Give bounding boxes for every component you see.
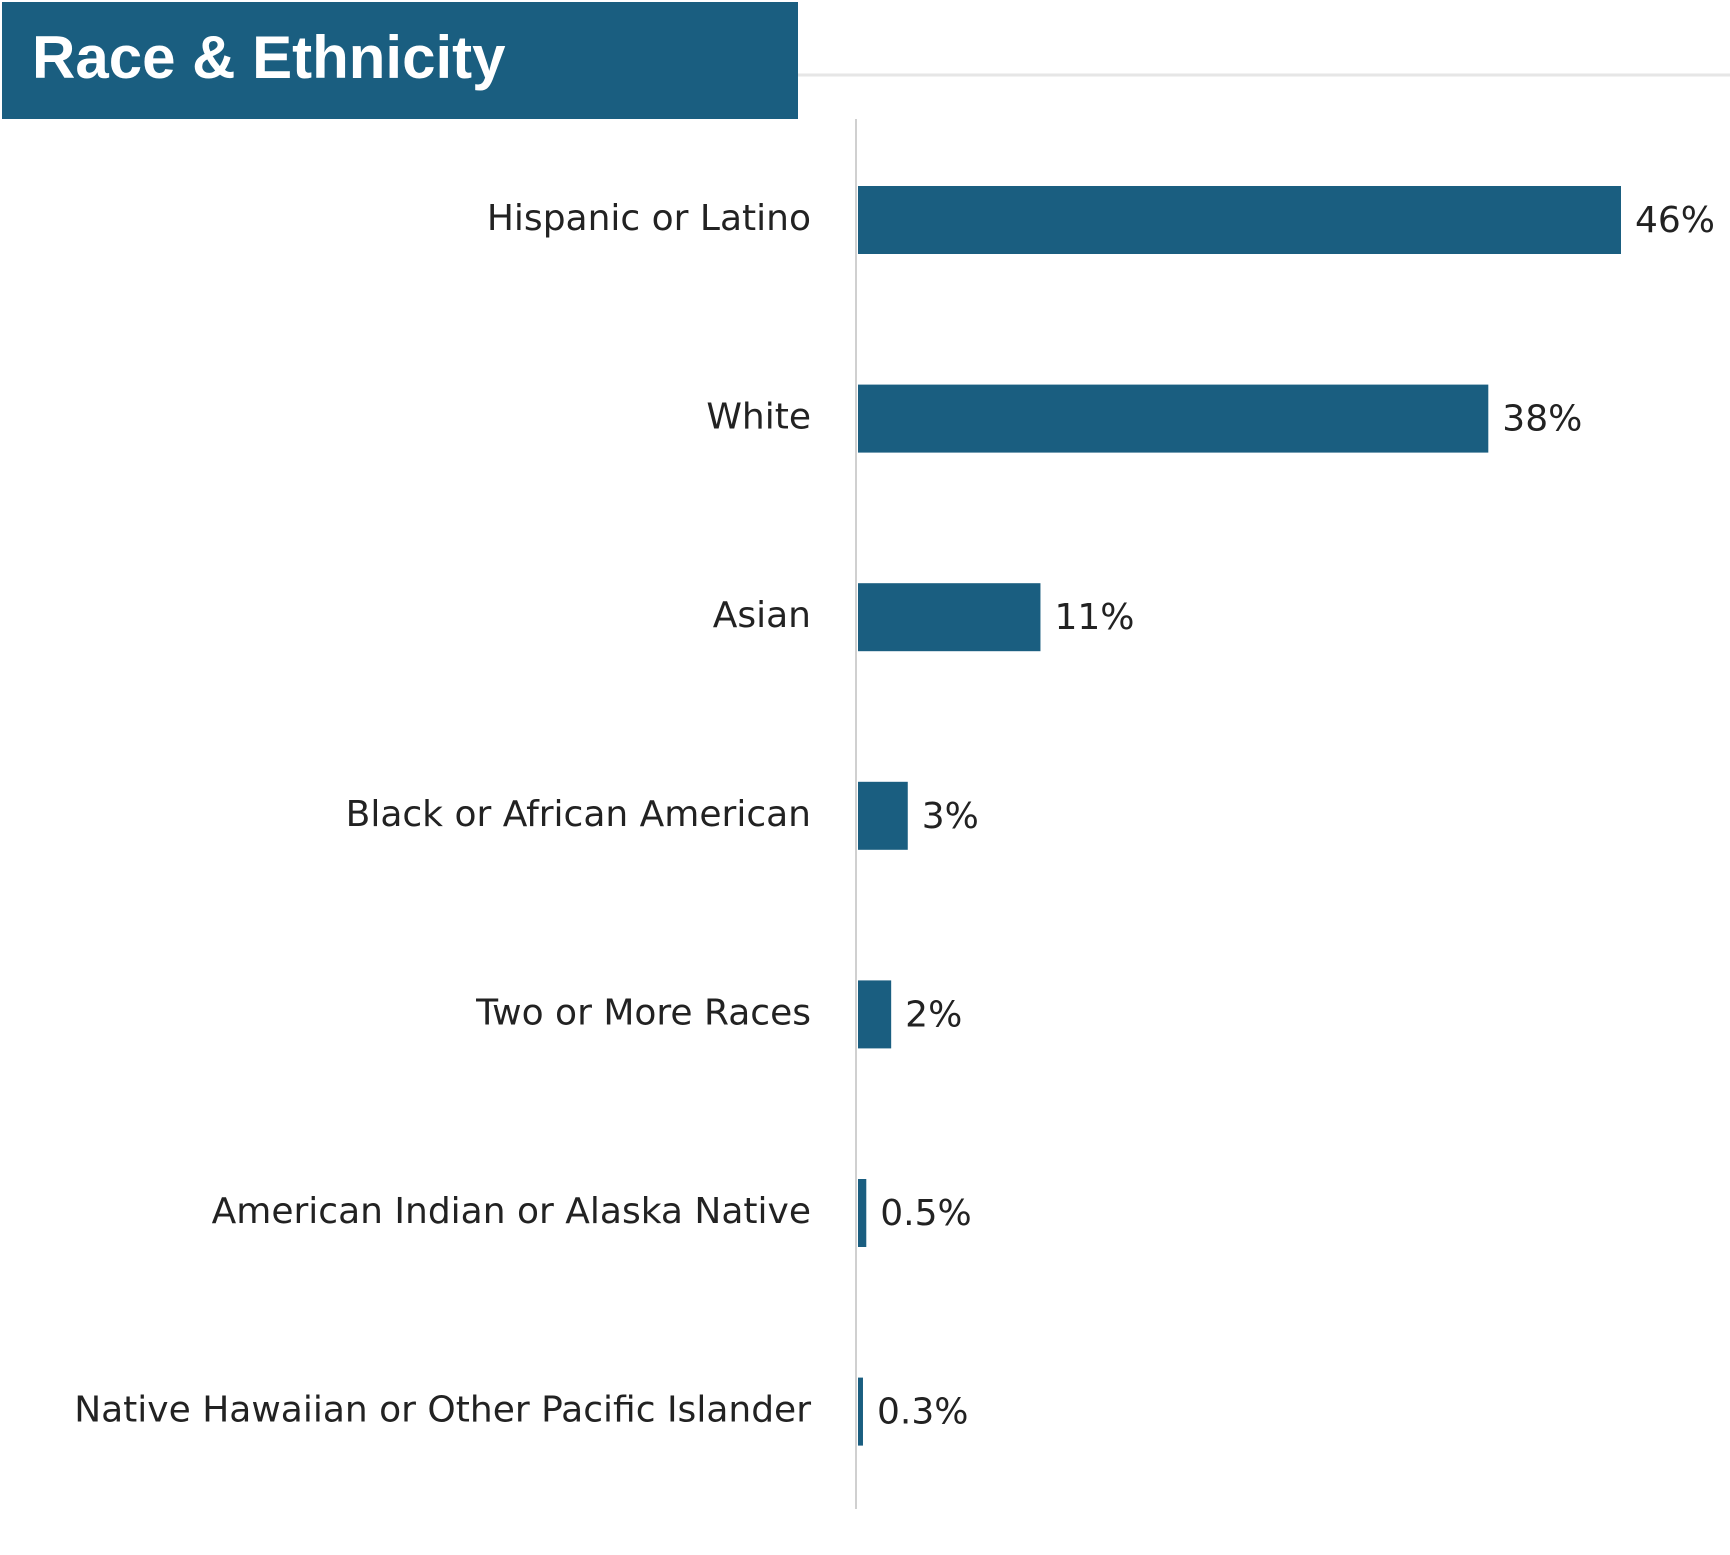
value-label: 2% — [905, 994, 962, 1035]
bar — [858, 583, 1041, 652]
category-label: American Indian or Alaska Native — [212, 1191, 811, 1232]
value-label: 0.5% — [880, 1193, 971, 1234]
bar — [858, 1179, 867, 1247]
chart-title: Race & Ethnicity — [32, 24, 506, 91]
category-label: Asian — [713, 595, 811, 636]
value-label: 3% — [922, 796, 979, 837]
category-label: Two or More Races — [475, 992, 811, 1033]
bar — [858, 1377, 863, 1446]
value-label: 38% — [1502, 399, 1582, 440]
category-label: White — [706, 397, 811, 438]
bar — [858, 384, 1489, 453]
bar — [858, 186, 1621, 254]
bar — [858, 781, 908, 850]
value-label: 11% — [1054, 597, 1134, 638]
title-banner — [2, 2, 798, 119]
category-label: Native Hawaiian or Other Pacific Islande… — [74, 1390, 811, 1431]
bar — [858, 980, 892, 1049]
value-label: 0.3% — [877, 1392, 968, 1433]
category-label: Black or African American — [346, 794, 811, 835]
category-label: Hispanic or Latino — [487, 198, 811, 239]
value-label: 46% — [1635, 200, 1715, 241]
